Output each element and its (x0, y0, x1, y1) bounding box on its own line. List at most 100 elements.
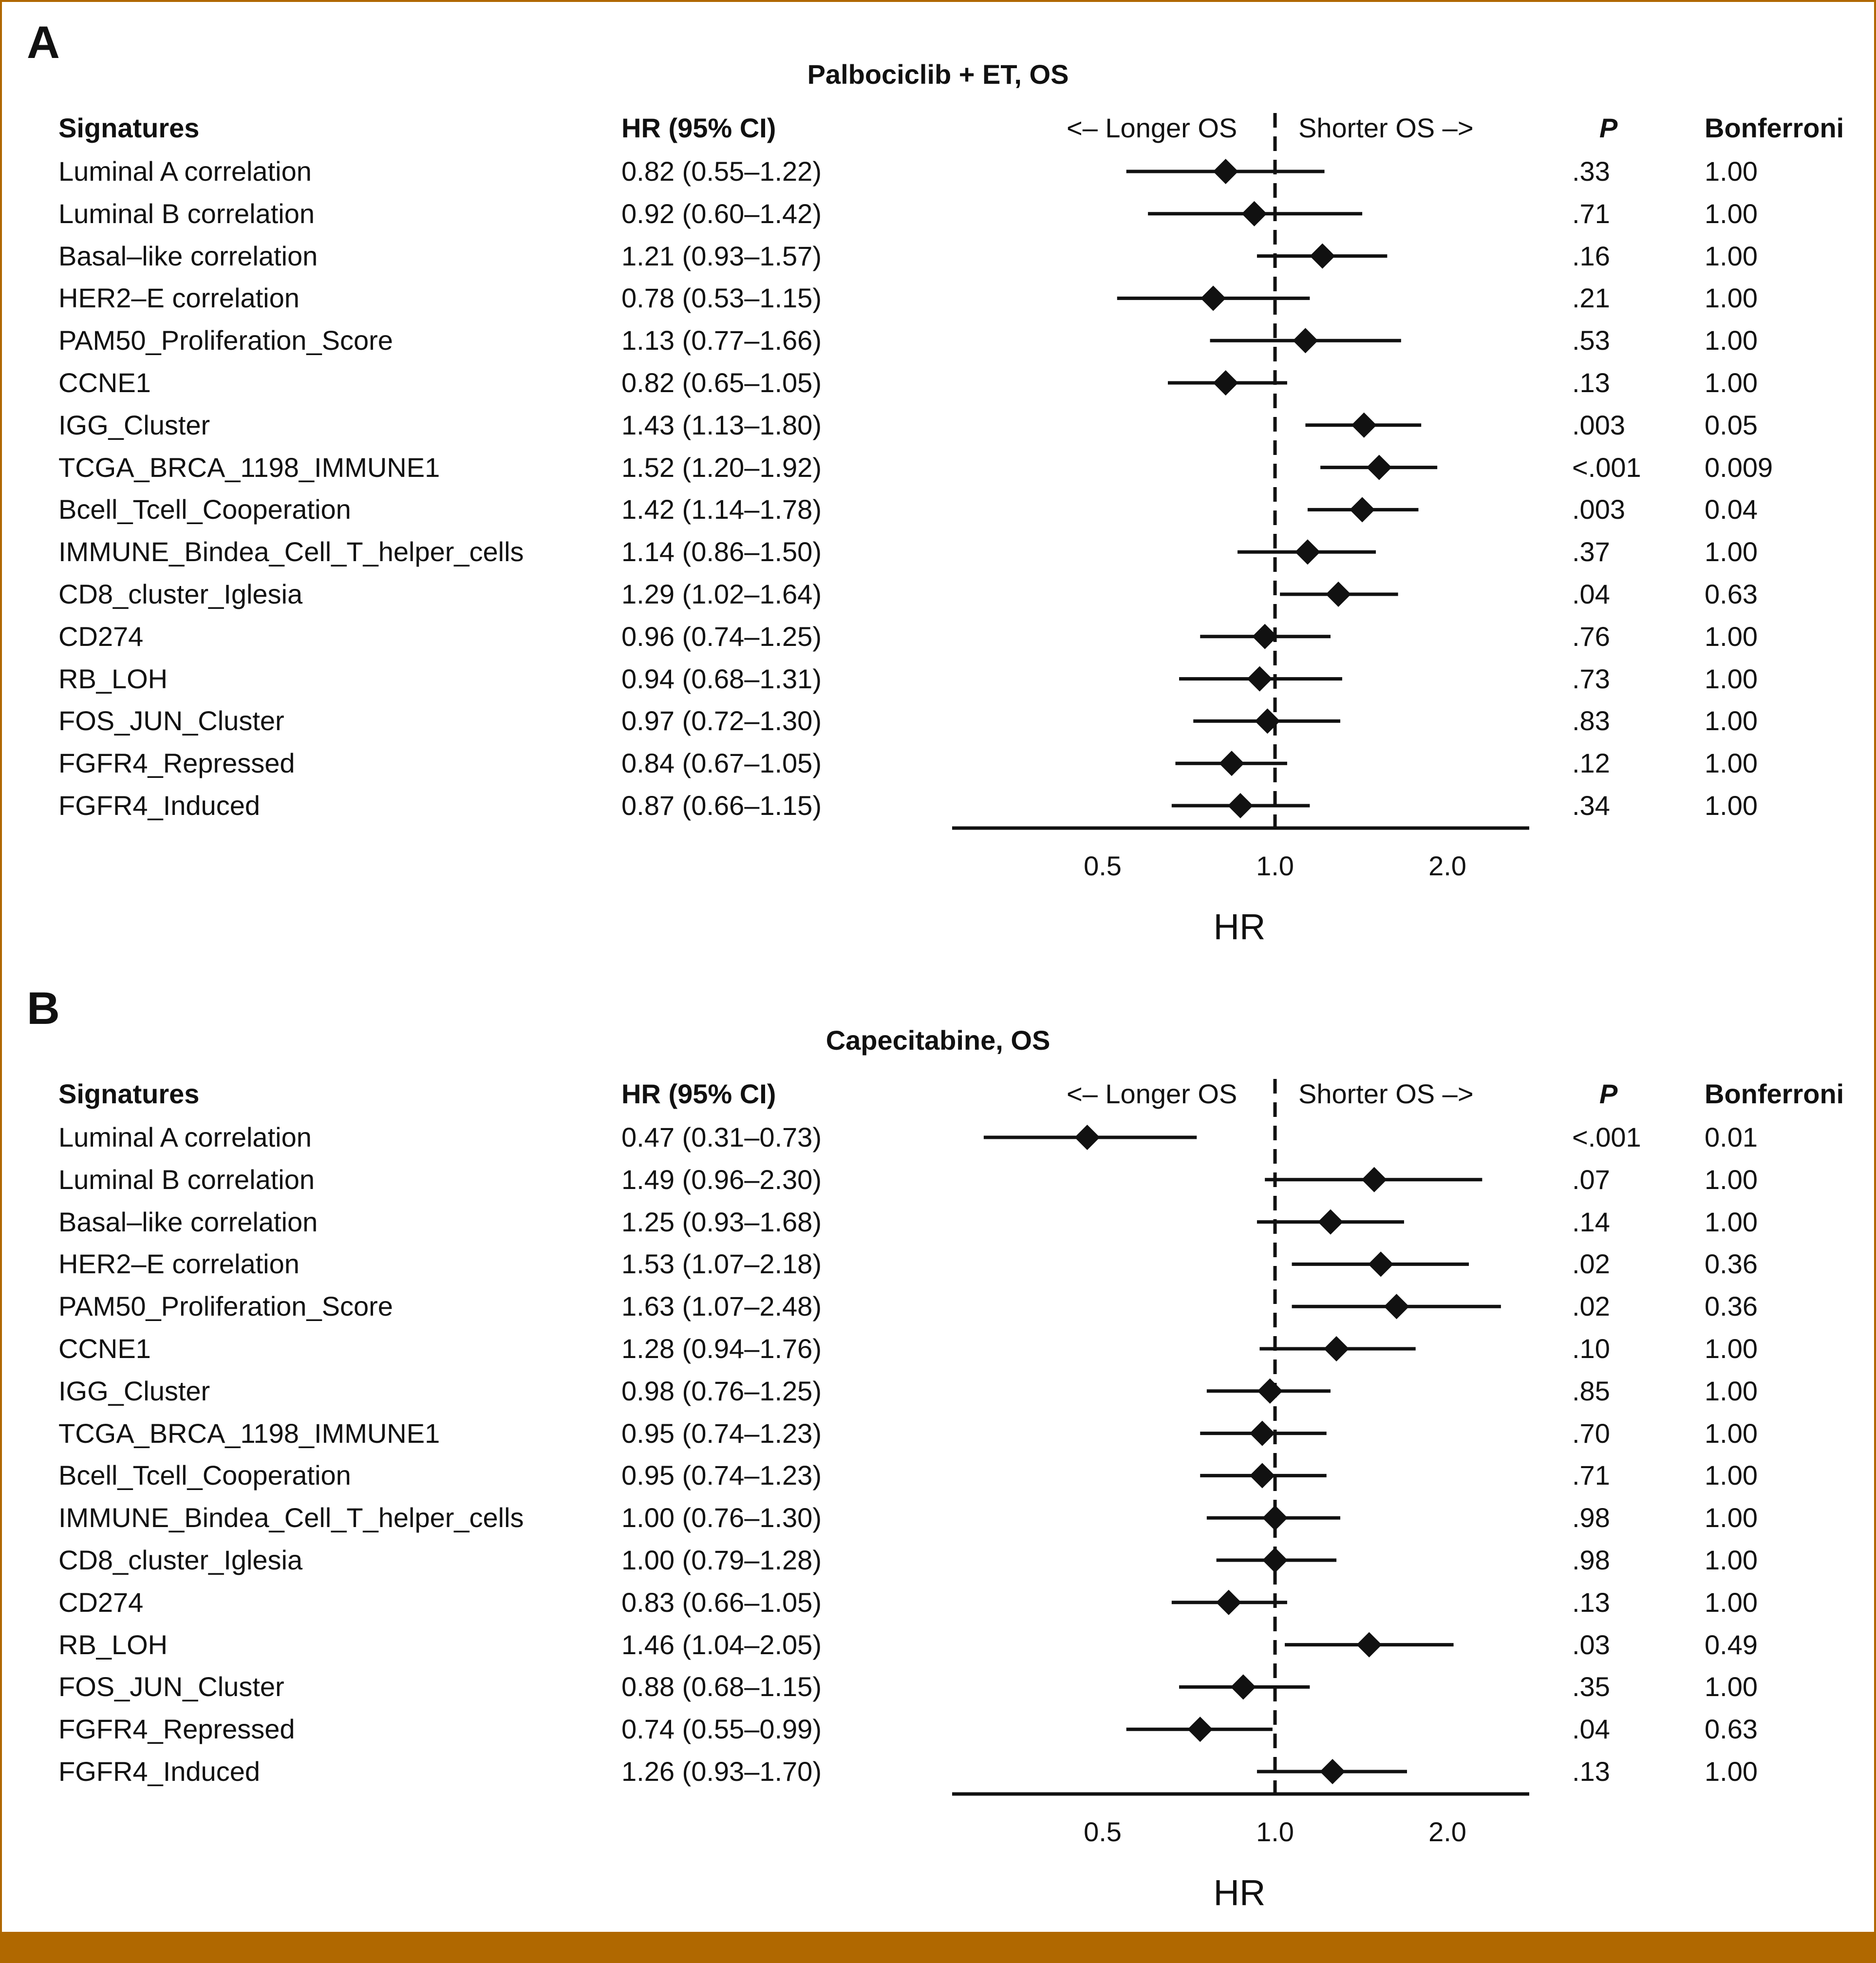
bonferroni-value: 1.00 (1705, 536, 1758, 567)
header-bonferroni: Bonferroni (1705, 113, 1844, 143)
header-signatures: Signatures (58, 1078, 200, 1109)
hr-ci-value: 0.88 (0.68–1.15) (621, 1671, 822, 1702)
x-tick-label: 2.0 (1428, 850, 1466, 881)
hr-ci-value: 0.82 (0.65–1.05) (621, 367, 822, 398)
x-tick-label: 1.0 (1256, 850, 1294, 881)
hr-point (1201, 285, 1226, 311)
bonferroni-value: 0.04 (1705, 494, 1758, 525)
p-value: .13 (1572, 1756, 1610, 1787)
bonferroni-value: 1.00 (1705, 240, 1758, 271)
bonferroni-value: 0.009 (1705, 452, 1773, 483)
signature-label: FOS_JUN_Cluster (58, 1671, 284, 1702)
hr-point (1262, 1505, 1288, 1531)
hr-point (1257, 1378, 1283, 1404)
signature-label: PAM50_Proliferation_Score (58, 1291, 393, 1322)
signature-label: IMMUNE_Bindea_Cell_T_helper_cells (58, 536, 524, 567)
hr-ci-value: 1.42 (1.14–1.78) (621, 494, 822, 525)
hr-point (1219, 751, 1244, 776)
bonferroni-value: 1.00 (1705, 1375, 1758, 1406)
bonferroni-value: 1.00 (1705, 748, 1758, 779)
signature-label: CD274 (58, 1586, 144, 1618)
hr-ci-value: 0.84 (0.67–1.05) (621, 748, 822, 779)
header-hr-ci: HR (95% CI) (621, 1078, 776, 1109)
hr-point (1216, 1589, 1241, 1615)
hr-ci-value: 0.74 (0.55–0.99) (621, 1714, 822, 1745)
bonferroni-value: 0.36 (1705, 1291, 1758, 1322)
signature-label: Bcell_Tcell_Cooperation (58, 494, 351, 525)
signature-label: FOS_JUN_Cluster (58, 705, 284, 736)
direction-right-label: Shorter OS –> (1298, 1078, 1474, 1109)
hr-ci-value: 1.43 (1.13–1.80) (621, 409, 822, 440)
p-value: .04 (1572, 579, 1610, 609)
signature-label: HER2–E correlation (58, 1248, 300, 1280)
signature-label: Bcell_Tcell_Cooperation (58, 1460, 351, 1491)
signature-label: CD8_cluster_Iglesia (58, 579, 303, 609)
signature-label: TCGA_BRCA_1198_IMMUNE1 (58, 452, 440, 483)
hr-ci-value: 1.53 (1.07–2.18) (621, 1248, 822, 1280)
hr-point (1356, 1632, 1382, 1658)
bonferroni-value: 1.00 (1705, 705, 1758, 736)
x-tick-label: 1.0 (1256, 1816, 1294, 1847)
signature-label: IMMUNE_Bindea_Cell_T_helper_cells (58, 1502, 524, 1533)
p-value: .37 (1572, 536, 1610, 567)
signature-label: FGFR4_Repressed (58, 748, 295, 779)
hr-point (1320, 1759, 1346, 1784)
p-value: .02 (1572, 1248, 1610, 1280)
bonferroni-value: 1.00 (1705, 156, 1758, 187)
panel-letter: B (27, 982, 60, 1034)
panel-title: Capecitabine, OS (825, 1025, 1051, 1056)
signature-label: Luminal A correlation (58, 1122, 312, 1152)
hr-ci-value: 1.63 (1.07–2.48) (621, 1291, 822, 1322)
hr-point (1366, 454, 1392, 480)
hr-ci-value: 1.13 (0.77–1.66) (621, 325, 822, 356)
hr-ci-value: 0.47 (0.31–0.73) (621, 1122, 822, 1152)
hr-point (1241, 201, 1267, 226)
signature-label: Luminal A correlation (58, 156, 312, 187)
bonferroni-value: 1.00 (1705, 198, 1758, 229)
p-value: .53 (1572, 325, 1610, 356)
bonferroni-value: 1.00 (1705, 283, 1758, 314)
signature-label: TCGA_BRCA_1198_IMMUNE1 (58, 1417, 440, 1449)
hr-point (1326, 582, 1351, 607)
hr-ci-value: 0.83 (0.66–1.05) (621, 1586, 822, 1618)
bottom-bar (0, 1932, 1876, 1963)
hr-ci-value: 1.21 (0.93–1.57) (621, 240, 822, 271)
hr-ci-value: 0.78 (0.53–1.15) (621, 283, 822, 314)
signature-label: Basal–like correlation (58, 240, 318, 271)
p-value: .35 (1572, 1671, 1610, 1702)
bonferroni-value: 1.00 (1705, 1206, 1758, 1237)
hr-point (1227, 793, 1253, 818)
hr-ci-value: 0.82 (0.55–1.22) (621, 156, 822, 187)
p-value: .003 (1572, 494, 1625, 525)
bonferroni-value: 0.49 (1705, 1629, 1758, 1660)
p-value: .34 (1572, 790, 1610, 821)
p-value: .13 (1572, 367, 1610, 398)
hr-ci-value: 1.00 (0.79–1.28) (621, 1545, 822, 1575)
hr-point (1324, 1336, 1350, 1361)
signature-label: Basal–like correlation (58, 1206, 318, 1237)
hr-ci-value: 1.49 (0.96–2.30) (621, 1164, 822, 1195)
p-value: .03 (1572, 1629, 1610, 1660)
p-value: .33 (1572, 156, 1610, 187)
p-value: .73 (1572, 663, 1610, 694)
hr-point (1294, 539, 1320, 565)
bonferroni-value: 1.00 (1705, 1164, 1758, 1195)
p-value: .83 (1572, 705, 1610, 736)
signature-label: RB_LOH (58, 663, 168, 694)
p-value: .76 (1572, 621, 1610, 652)
hr-point (1384, 1294, 1409, 1320)
hr-ci-value: 0.95 (0.74–1.23) (621, 1417, 822, 1449)
hr-ci-value: 1.00 (0.76–1.30) (621, 1502, 822, 1533)
hr-point (1249, 1463, 1275, 1489)
hr-ci-value: 0.94 (0.68–1.31) (621, 663, 822, 694)
hr-ci-value: 1.26 (0.93–1.70) (621, 1756, 822, 1787)
p-value: <.001 (1572, 1122, 1641, 1152)
hr-point (1317, 1209, 1343, 1235)
hr-point (1074, 1125, 1100, 1150)
hr-ci-value: 1.46 (1.04–2.05) (621, 1629, 822, 1660)
hr-point (1249, 1420, 1275, 1446)
direction-left-label: <– Longer OS (1067, 1078, 1238, 1109)
hr-ci-value: 0.87 (0.66–1.15) (621, 790, 822, 821)
p-value: .71 (1572, 198, 1610, 229)
